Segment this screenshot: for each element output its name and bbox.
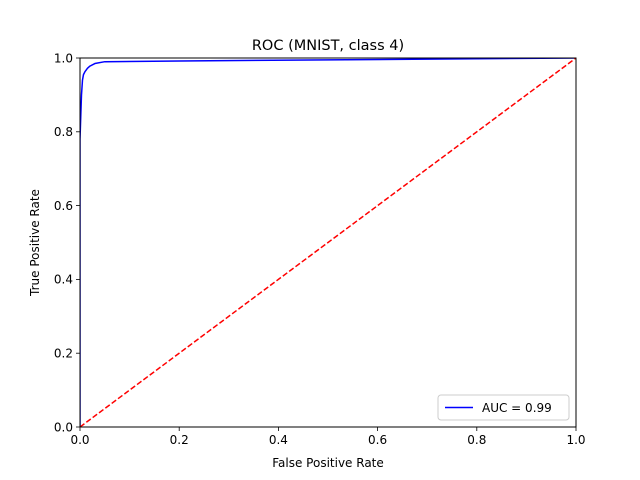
y-tick-label: 0.2 [54,347,73,361]
x-axis-label: False Positive Rate [272,456,384,470]
chance-diagonal-line [80,58,576,427]
y-axis-label: True Positive Rate [28,189,42,297]
series-layer [80,58,576,427]
y-tick-label: 0.6 [54,199,73,213]
y-tick-label: 0.8 [54,125,73,139]
x-tick-label: 1.0 [566,433,585,447]
x-tick-label: 0.0 [70,433,89,447]
y-tick-label: 0.0 [54,420,73,434]
y-tick-label: 0.4 [54,273,73,287]
x-axis: 0.0 0.2 0.4 0.6 0.8 1.0 [70,427,586,447]
x-tick-label: 0.6 [368,433,387,447]
roc-curve-line [80,58,576,427]
chart-title: ROC (MNIST, class 4) [252,38,404,54]
y-axis: 0.0 0.2 0.4 0.6 0.8 1.0 [54,51,80,434]
y-tick-label: 1.0 [54,51,73,65]
legend-label: AUC = 0.99 [482,401,552,415]
x-tick-label: 0.8 [467,433,486,447]
legend: AUC = 0.99 [437,394,570,421]
plot-frame [79,57,577,428]
x-tick-label: 0.4 [269,433,288,447]
legend-box [437,394,570,421]
x-tick-label: 0.2 [170,433,189,447]
